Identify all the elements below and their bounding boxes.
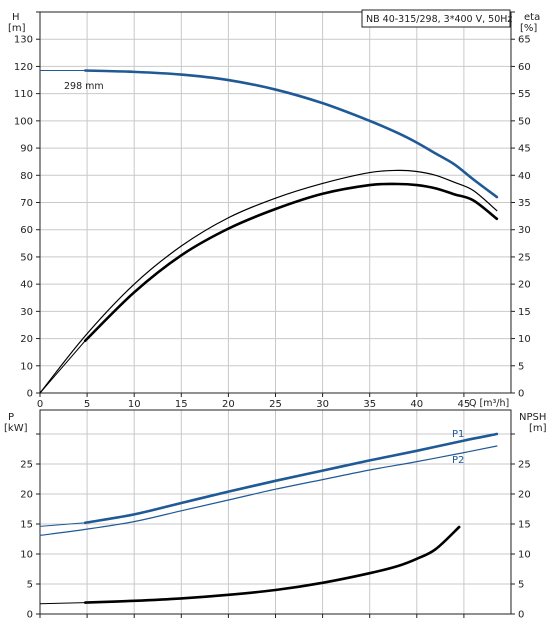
top-left-tick-label: 130 [14,35,33,46]
q-unit: [m³/h] [479,398,509,409]
top-left-tick-label: 40 [20,280,33,291]
top-x-tick-label: 40 [410,399,423,410]
q-axis-label: Q [m³/h] [469,398,509,409]
bottom-left-tick-label: 20 [20,490,33,501]
p2-label: P2 [452,455,464,466]
top-left-tick-label: 60 [20,225,33,236]
top-series-1-curve [39,169,498,394]
top-left-tick-label: 110 [14,89,33,100]
top-right-tick-label: 0 [518,389,524,400]
top-left-tick-label: 70 [20,198,33,209]
top-right-tick-label: 30 [518,225,531,236]
bottom-left-tick-label: 0 [27,610,33,621]
top-right-tick-label: 60 [518,62,531,73]
chart-title: NB 40-315/298, 3*400 V, 50Hz [366,14,512,25]
top-series-2-curve [83,182,499,343]
top-right-tick-label: 50 [518,116,531,127]
bottom-right-tick-label: 20 [518,490,531,501]
top-left-tick-label: 20 [20,334,33,345]
top-x-tick-label: 15 [175,399,188,410]
bottom-series-0-curve [83,432,499,525]
top-right-tick-label: 15 [518,307,531,318]
top-left-tick-label: 30 [20,307,33,318]
top-right-tick-label: 65 [518,35,531,46]
bottom-series-1-curve [39,445,498,536]
eta-axis-unit: [%] [520,23,537,34]
npsh-axis-label: NPSH [519,412,546,423]
bottom-left-tick-label: 10 [20,550,33,561]
top-x-tick-label: 10 [128,399,141,410]
top-left-tick-label: 0 [27,389,33,400]
top-right-tick-label: 35 [518,198,531,209]
top-left-tick-label: 80 [20,171,33,182]
top-right-tick-label: 55 [518,89,531,100]
top-right-tick-label: 20 [518,280,531,291]
bottom-right-tick-label: 5 [518,580,524,591]
top-right-tick-label: 10 [518,334,531,345]
bottom-right-tick-label: 15 [518,520,531,531]
top-left-tick-label: 50 [20,252,33,263]
bottom-series-2-curve [83,525,461,604]
top-x-tick-label: 5 [84,399,90,410]
title-box [361,9,511,28]
top-right-tick-label: 40 [518,171,531,182]
top-left-tick-label: 120 [14,62,33,73]
bottom-left-tick-label: 15 [20,520,33,531]
top-left-tick-label: 100 [14,116,33,127]
bottom-left-tick-label: 25 [20,460,33,471]
npsh-axis-unit: [m] [529,423,547,434]
bottom-series-0-extension [39,522,86,527]
top-x-tick-label: 25 [269,399,282,410]
eta-axis-label: eta [524,12,540,23]
h-axis-label: H [12,12,20,23]
q-label: Q [469,398,476,409]
bottom-right-tick-label: 25 [518,460,531,471]
top-x-tick-label: 0 [37,399,43,410]
bottom-right-tick-label: 0 [518,610,524,621]
top-x-tick-label: 30 [316,399,329,410]
top-series-2-extension [39,340,86,394]
bottom-right-tick-label: 10 [518,550,531,561]
p-axis-label: P [8,412,14,423]
top-left-tick-label: 90 [20,144,33,155]
top-right-tick-label: 25 [518,252,531,263]
h-axis-unit: [m] [8,23,26,34]
top-right-tick-label: 5 [518,361,524,372]
top-x-tick-label: 35 [363,399,376,410]
top-right-tick-label: 45 [518,144,531,155]
bottom-series-2-extension [39,602,86,605]
p-axis-unit: [kW] [4,423,28,434]
bottom-left-tick-label: 5 [27,580,33,591]
top-x-tick-label: 45 [458,399,471,410]
p1-label: P1 [452,429,464,440]
impeller-diameter-label: 298 mm [64,81,104,92]
top-x-tick-label: 20 [222,399,235,410]
top-series-0-curve [83,69,499,199]
top-left-tick-label: 10 [20,361,33,372]
